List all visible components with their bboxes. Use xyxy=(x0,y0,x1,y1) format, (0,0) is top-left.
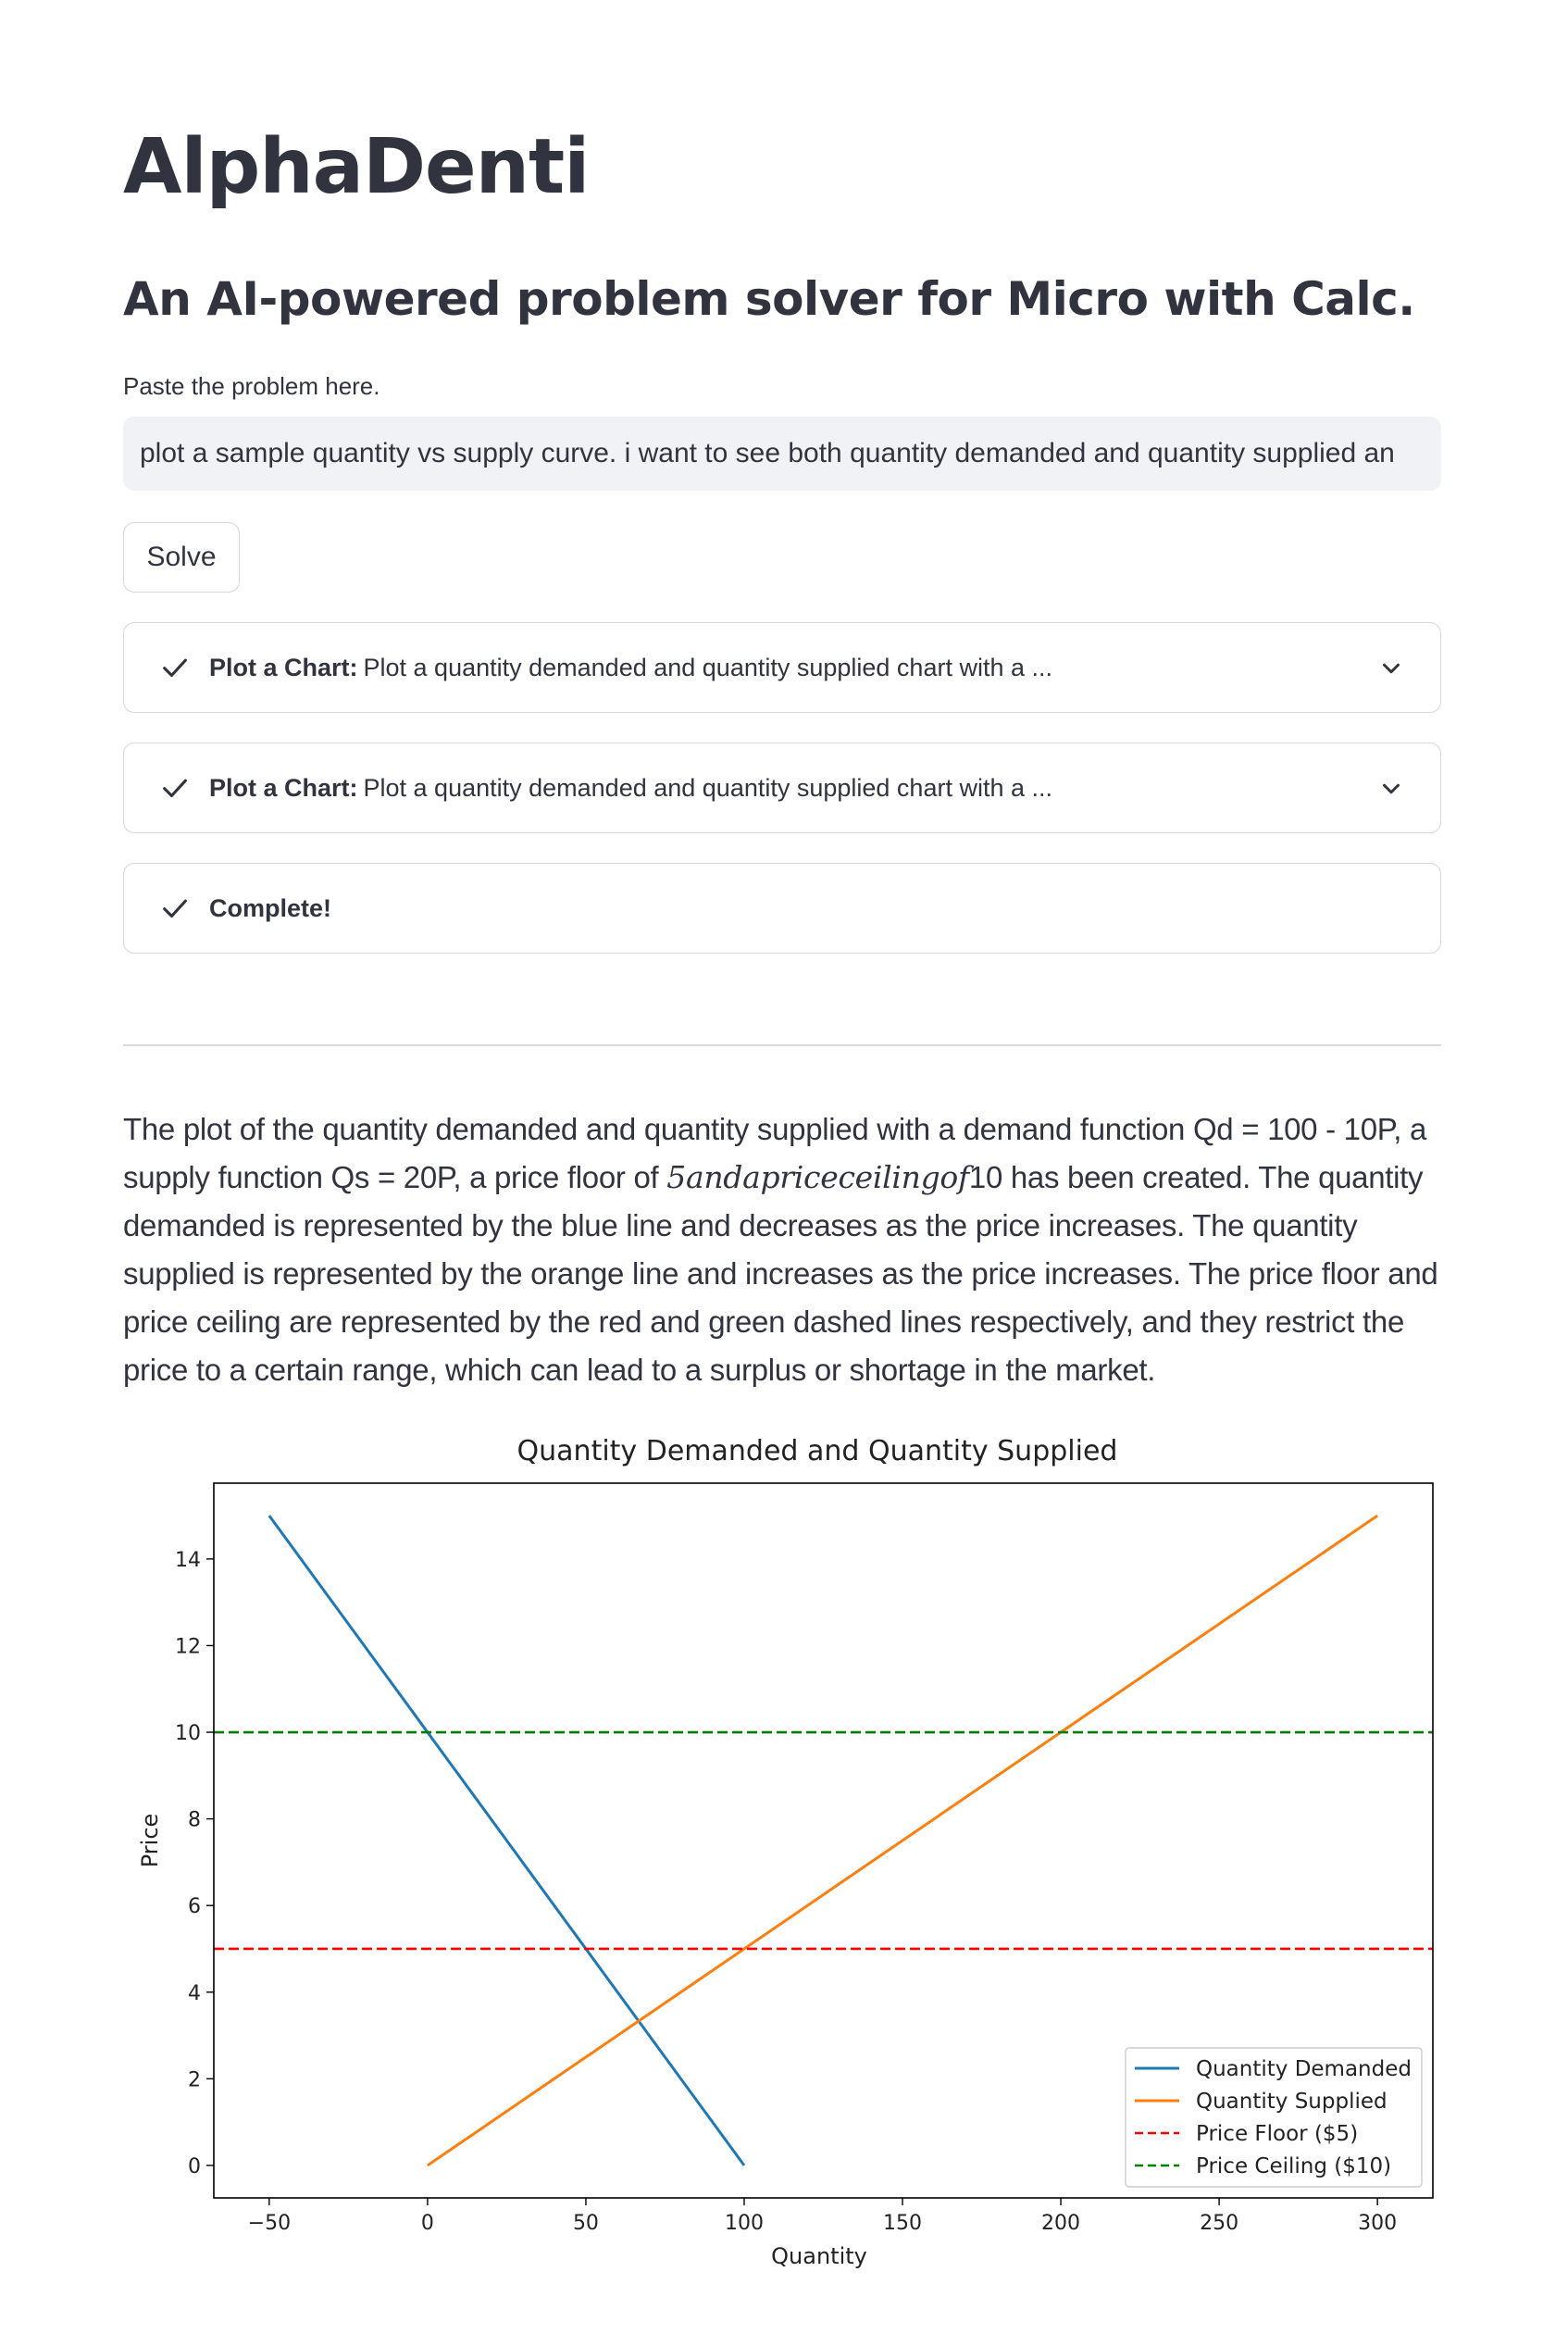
status-step-description: Plot a quantity demanded and quantity su… xyxy=(363,773,1052,802)
x-tick-label: 100 xyxy=(725,2212,764,2235)
check-icon xyxy=(163,779,187,798)
x-tick-label: 150 xyxy=(883,2212,922,2235)
y-tick-label: 0 xyxy=(188,2155,201,2178)
chart-title: Quantity Demanded and Quantity Supplied xyxy=(517,1435,1118,1467)
chevron-down-icon[interactable] xyxy=(1377,775,1405,803)
y-tick-label: 10 xyxy=(175,1722,201,1745)
y-tick-label: 12 xyxy=(175,1635,201,1658)
y-tick-label: 8 xyxy=(188,1809,201,1832)
app-title: AlphaDenti xyxy=(123,123,590,211)
check-icon xyxy=(163,658,187,678)
problem-input-label: Paste the problem here. xyxy=(123,372,380,400)
status-step-label: Plot a Chart: xyxy=(209,653,358,681)
legend-label: Quantity Demanded xyxy=(1196,2057,1412,2081)
legend-label: Price Floor ($5) xyxy=(1196,2122,1358,2146)
chevron-down-icon[interactable] xyxy=(1377,655,1405,682)
status-step-1[interactable]: Plot a Chart: Plot a quantity demanded a… xyxy=(123,622,1441,713)
answer-text-part: The plot of the quantity demanded and qu… xyxy=(123,1112,1427,1194)
answer-math: 5andapriceceilingof xyxy=(666,1159,969,1195)
status-step-3[interactable]: Complete! xyxy=(123,863,1441,954)
chart-xlabel: Quantity xyxy=(771,2243,867,2269)
answer-text-part: 10 has been created. The quantity demand… xyxy=(123,1160,1438,1387)
chart-ylabel: Price xyxy=(137,1814,163,1868)
answer-text: The plot of the quantity demanded and qu… xyxy=(123,1105,1447,1394)
x-tick-label: −50 xyxy=(248,2212,291,2235)
x-tick-label: 50 xyxy=(573,2212,599,2235)
divider xyxy=(123,1044,1441,1046)
solve-button[interactable]: Solve xyxy=(123,522,240,593)
y-tick-label: 2 xyxy=(188,2068,201,2091)
y-tick-label: 4 xyxy=(188,1982,201,2005)
x-tick-label: 0 xyxy=(421,2212,434,2235)
plot-frame xyxy=(213,1482,1434,2199)
status-step-2[interactable]: Plot a Chart: Plot a quantity demanded a… xyxy=(123,743,1441,833)
check-icon xyxy=(163,899,187,918)
x-tick-label: 250 xyxy=(1200,2212,1238,2235)
status-step-description: Plot a quantity demanded and quantity su… xyxy=(363,653,1052,681)
legend-label: Price Ceiling ($10) xyxy=(1196,2154,1391,2178)
status-step-label: Complete! xyxy=(209,893,332,922)
supply-demand-chart: Quantity Demanded and Quantity Supplied … xyxy=(137,1435,1434,2269)
series-line-2 xyxy=(427,1514,1378,2167)
series-line-1 xyxy=(268,1515,746,2166)
status-step-label: Plot a Chart: xyxy=(209,773,358,802)
chart-legend xyxy=(1125,2047,1423,2188)
x-tick-label: 200 xyxy=(1041,2212,1080,2235)
app-subtitle: An AI-powered problem solver for Micro w… xyxy=(123,272,1415,326)
x-tick-label: 300 xyxy=(1358,2212,1397,2235)
y-tick-label: 14 xyxy=(175,1549,201,1572)
y-tick-label: 6 xyxy=(188,1895,201,1918)
problem-input[interactable] xyxy=(123,417,1441,491)
legend-label: Quantity Supplied xyxy=(1196,2090,1388,2114)
